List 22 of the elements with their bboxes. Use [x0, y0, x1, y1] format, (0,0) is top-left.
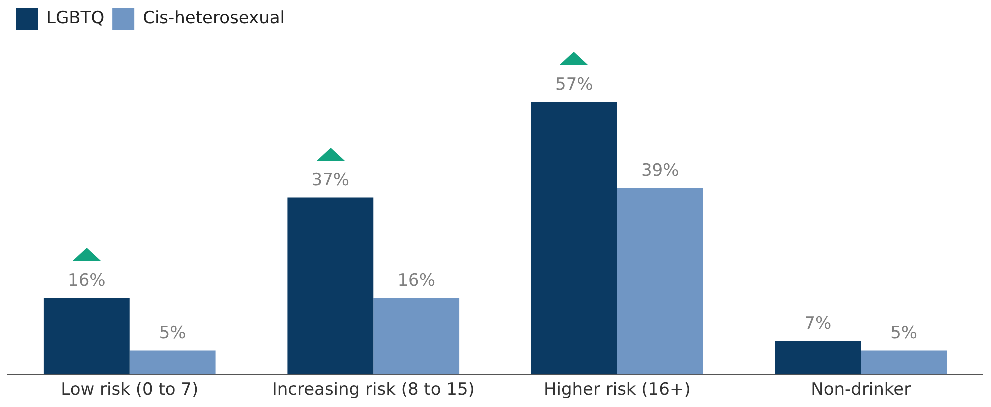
bar: [617, 188, 704, 375]
bar: [775, 341, 862, 375]
data-label: 7%: [804, 314, 832, 334]
bar: [130, 350, 216, 375]
data-label: 5%: [890, 324, 918, 344]
bar: [861, 350, 948, 375]
legend-label: Cis-heterosexual: [143, 8, 286, 28]
data-label: 16%: [398, 271, 436, 292]
bar: [44, 298, 130, 375]
bar: [531, 102, 618, 375]
data-label: 57%: [556, 75, 594, 96]
data-label: 37%: [312, 170, 350, 191]
x-tick-label: Non-drinker: [811, 380, 912, 400]
x-tick-label: Low risk (0 to 7): [61, 380, 199, 400]
legend-label: LGBTQ: [46, 8, 105, 28]
bar: [288, 198, 374, 375]
x-tick-label: Higher risk (16+): [544, 380, 691, 400]
x-tick-label: Increasing risk (8 to 15): [272, 380, 475, 400]
bar: [374, 298, 460, 375]
data-label: 16%: [68, 271, 106, 292]
data-label: 39%: [641, 161, 680, 182]
data-label: 5%: [159, 324, 186, 344]
